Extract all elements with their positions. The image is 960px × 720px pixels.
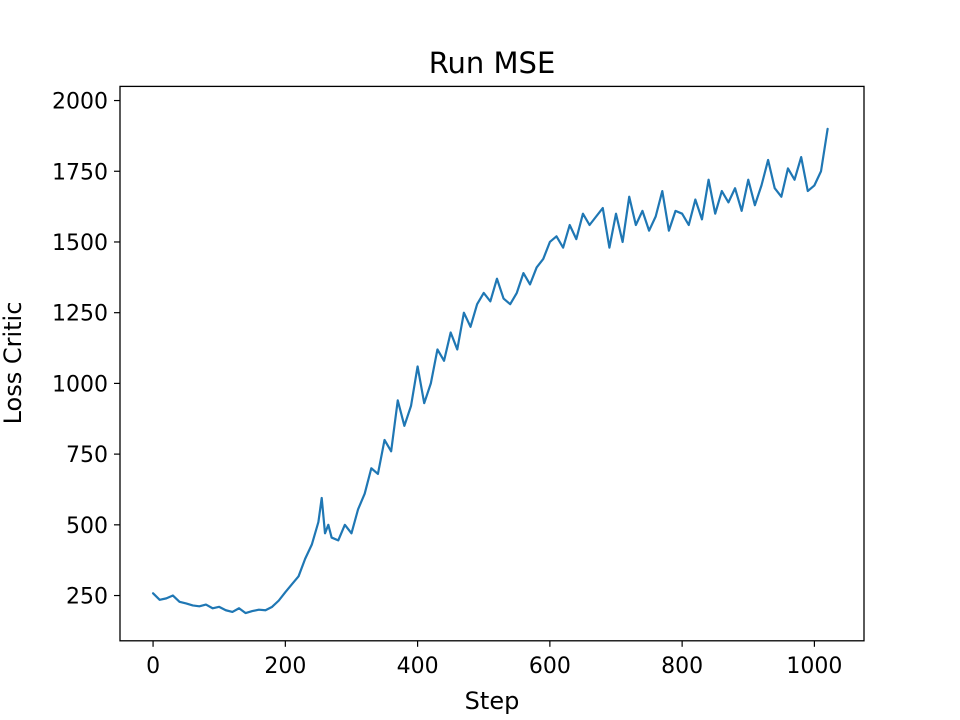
x-tick-label: 800 (661, 654, 703, 679)
plot-area (151, 127, 829, 615)
series-line (151, 127, 829, 615)
x-tick-label: 400 (397, 654, 439, 679)
y-tick-label: 1500 (52, 231, 108, 256)
x-tick-label: 200 (264, 654, 306, 679)
x-tick-label: 0 (146, 654, 160, 679)
x-tick-label: 1000 (786, 654, 842, 679)
y-tick-label: 750 (66, 443, 108, 468)
x-axis-ticks: 0 200 400 600 800 1000 (146, 640, 842, 679)
y-axis-ticks: 250 500 750 1000 1250 1500 1750 2000 (52, 90, 120, 610)
y-axis-label: Loss Critic (0, 302, 27, 425)
y-tick-label: 1250 (52, 302, 108, 327)
x-tick-label: 600 (529, 654, 571, 679)
chart-title: Run MSE (429, 46, 556, 80)
x-axis-label: Step (465, 687, 520, 715)
plot-frame (119, 85, 865, 642)
y-tick-label: 250 (66, 585, 108, 610)
y-tick-label: 1000 (52, 372, 108, 397)
y-tick-label: 500 (66, 514, 108, 539)
y-tick-label: 1750 (52, 160, 108, 185)
y-tick-label: 2000 (52, 90, 108, 115)
